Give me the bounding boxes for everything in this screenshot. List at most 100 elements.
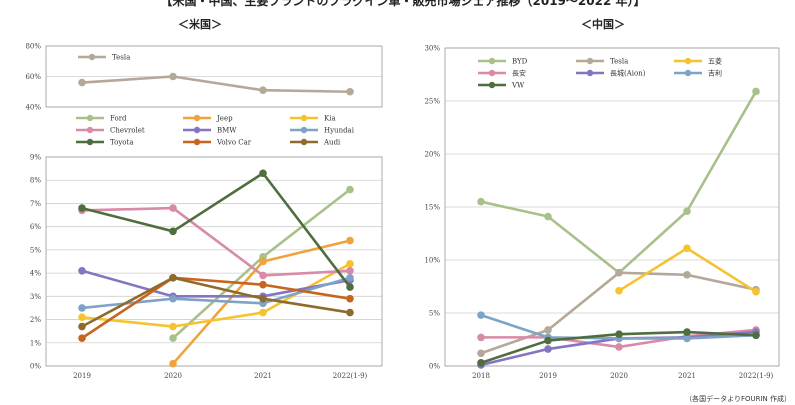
legend-label-toyota: Toyota — [110, 139, 134, 147]
us-legend: Ford Jeep Kia Chevrolet BMW Hyundai Toyota Volv… — [76, 115, 355, 147]
legend-label-item: 吉利 — [708, 69, 722, 78]
y-tick-label: 3% — [30, 293, 41, 301]
x-tick-label: 2022(1-9) — [333, 372, 368, 380]
y-tick-label: 8% — [30, 177, 41, 185]
series-line-chevrolet — [81, 206, 351, 277]
legend-label-hyundai: Hyundai — [324, 127, 355, 135]
legend-marker-vw — [488, 81, 496, 89]
x-tick-label: 2022(1-9) — [739, 372, 774, 380]
legend-marker-hyundai — [300, 126, 308, 134]
series-line-byd — [480, 90, 758, 275]
y-tick-label: 20% — [424, 151, 440, 159]
data-point-kia — [78, 313, 86, 322]
data-point-tesla — [78, 78, 86, 87]
data-point-volvo-car — [346, 294, 354, 303]
legend-marker-byd — [488, 57, 496, 65]
series-line-toyota — [81, 171, 352, 288]
legend-label-jeep: Jeep — [216, 115, 233, 123]
y-tick-label: 40% — [25, 104, 41, 112]
data-point-vw — [752, 331, 760, 340]
legend-marker-jeep — [193, 114, 201, 122]
legend-marker-audi — [300, 138, 308, 146]
legend-label-item: 長安 — [512, 69, 526, 78]
x-tick-label: 2020 — [610, 372, 628, 380]
data-point-byd — [752, 87, 760, 96]
legend-label-aion: 長城(Aion) — [610, 70, 646, 78]
data-point-byd — [477, 197, 485, 206]
x-tick-label: 2021 — [254, 372, 272, 380]
y-tick-label: 0% — [429, 363, 440, 371]
figure-title: 【米国・中国、主要ブランドのプラグイン車・販売市場シェア推移（2019～2022… — [161, 0, 646, 8]
legend-label-vw: VW — [511, 82, 525, 90]
data-point-audi — [259, 294, 267, 303]
data-point-jeep — [259, 257, 267, 266]
data-point-hyundai — [346, 273, 354, 282]
data-point-audi — [346, 308, 354, 317]
legend-marker-aion — [586, 69, 594, 77]
data-point-toyota — [259, 169, 267, 178]
data-point-vw — [477, 359, 485, 367]
legend-marker-kia — [300, 114, 308, 122]
data-point-chevrolet — [346, 266, 354, 275]
x-tick-label: 2019 — [539, 372, 557, 380]
data-point-jeep — [346, 236, 354, 245]
y-tick-label: 9% — [30, 154, 41, 162]
data-point-toyota — [346, 283, 354, 291]
legend-label-bmw: BMW — [217, 127, 237, 135]
legend-label-item: 五菱 — [708, 57, 722, 66]
data-point-tesla — [615, 268, 623, 277]
data-point-hyundai — [78, 304, 86, 312]
legend-marker-bmw — [193, 126, 201, 134]
source-note: （各国データよりFOURIN 作成） — [685, 394, 791, 403]
data-point-kia — [169, 322, 177, 331]
data-point-byd — [544, 212, 552, 221]
data-point-volvo-car — [78, 334, 86, 342]
data-point-jeep — [169, 359, 177, 368]
series-line-volvo-car — [81, 276, 351, 340]
y-tick-label: 30% — [424, 45, 440, 53]
us-top-plot: 40% 60% 80% Tesla — [25, 43, 383, 112]
y-tick-label: 10% — [424, 257, 440, 265]
china-subtitle: ＜中国＞ — [581, 17, 625, 31]
data-point-item — [683, 244, 691, 253]
data-point-bmw — [78, 266, 86, 275]
legend-label-tesla: Tesla — [112, 54, 130, 62]
series-line-bmw — [81, 269, 351, 298]
data-point-tesla — [544, 326, 552, 334]
data-point-volvo-car — [259, 280, 267, 289]
data-point-ford — [346, 185, 354, 194]
data-point-audi — [169, 273, 177, 282]
legend-label-ford: Ford — [110, 115, 127, 123]
legend-marker-volvo-car — [193, 138, 201, 146]
data-point-item — [683, 334, 691, 343]
data-point-chevrolet — [169, 204, 177, 212]
data-point-vw — [683, 328, 691, 336]
series-line-tesla — [81, 75, 351, 94]
y-tick-label: 6% — [30, 223, 41, 231]
data-point-chevrolet — [259, 271, 267, 280]
data-point-item — [752, 288, 760, 296]
legend-label-chevrolet: Chevrolet — [110, 127, 145, 135]
legend-marker-item — [684, 69, 692, 77]
legend-marker-toyota — [86, 138, 94, 146]
data-point-hyundai — [169, 294, 177, 303]
data-point-item — [477, 311, 485, 319]
data-point-kia — [346, 260, 354, 268]
plot-frame — [444, 47, 780, 367]
data-point-item — [477, 333, 485, 342]
data-point-tesla — [259, 86, 267, 95]
us-bottom-plot: 0% 1% 2% 3% 4% 5% 6% 7% 8% 9% 2019 2020 2021 2022(1-9… — [30, 154, 383, 380]
x-tick-label: 2019 — [73, 372, 91, 380]
legend-marker-item — [488, 69, 496, 77]
data-point-tesla — [477, 349, 485, 358]
data-point-item — [615, 286, 623, 295]
data-point-aion — [544, 345, 552, 353]
y-tick-label: 80% — [25, 43, 41, 51]
legend-marker-chevrolet — [86, 126, 94, 134]
legend-marker-tesla — [88, 53, 96, 61]
legend-label-volvo-car: Volvo Car — [216, 139, 252, 147]
data-point-ford — [169, 334, 177, 342]
data-point-audi — [78, 322, 86, 331]
y-tick-label: 25% — [424, 98, 440, 106]
